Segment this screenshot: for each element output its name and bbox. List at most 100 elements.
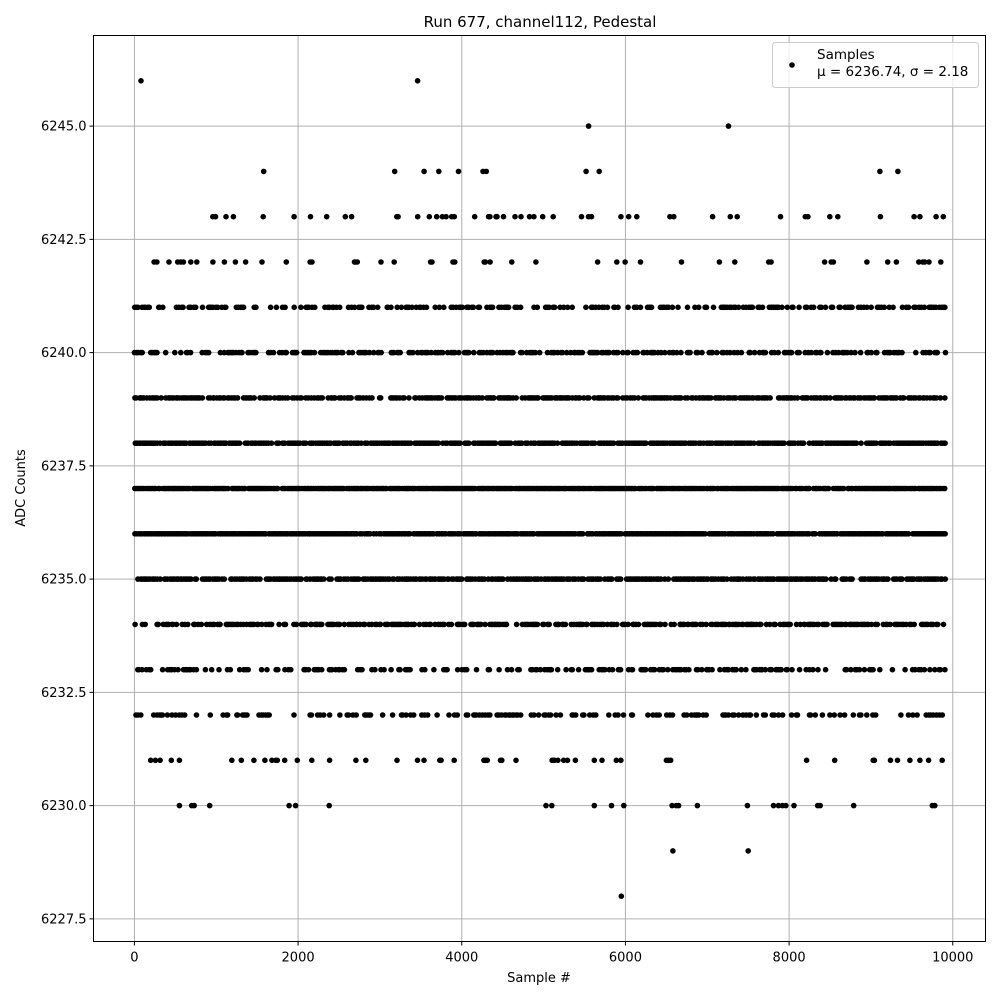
data-point xyxy=(406,395,412,401)
data-point xyxy=(526,213,533,220)
data-point xyxy=(359,666,365,673)
data-point xyxy=(788,712,795,718)
data-point xyxy=(519,349,525,356)
data-point xyxy=(162,349,169,356)
data-point xyxy=(147,757,154,764)
data-point xyxy=(180,304,186,311)
data-point xyxy=(843,666,850,673)
data-point xyxy=(456,349,462,356)
data-point xyxy=(398,304,405,311)
data-point xyxy=(276,621,282,628)
data-point xyxy=(868,349,875,356)
data-point xyxy=(902,666,908,673)
data-point xyxy=(353,712,360,718)
data-point xyxy=(625,349,631,356)
data-point xyxy=(370,304,377,311)
data-point xyxy=(298,304,304,311)
data-point xyxy=(724,576,730,582)
data-point xyxy=(868,621,875,628)
data-point xyxy=(696,712,702,718)
data-point xyxy=(199,395,206,401)
data-point xyxy=(899,349,905,356)
data-point xyxy=(874,349,880,356)
data-point xyxy=(921,259,928,265)
data-point xyxy=(422,666,428,673)
data-point xyxy=(193,712,200,718)
data-point xyxy=(155,621,162,628)
data-point xyxy=(788,349,795,356)
data-point xyxy=(725,123,732,129)
data-point xyxy=(464,712,471,718)
data-point xyxy=(899,576,905,582)
data-point xyxy=(546,621,552,628)
data-point xyxy=(830,259,837,265)
data-point xyxy=(751,440,757,447)
data-point xyxy=(933,213,939,220)
data-point xyxy=(942,666,948,673)
data-point xyxy=(597,576,604,582)
data-point xyxy=(451,757,458,764)
data-point xyxy=(550,213,556,220)
data-point xyxy=(551,304,558,311)
data-point xyxy=(596,168,602,175)
data-point xyxy=(735,712,742,718)
data-point xyxy=(725,666,732,673)
data-point xyxy=(224,712,231,718)
data-point xyxy=(391,168,398,175)
data-point xyxy=(768,259,774,265)
data-point xyxy=(230,213,237,220)
data-point xyxy=(829,304,836,311)
data-point xyxy=(154,349,160,356)
data-point xyxy=(905,712,912,718)
data-point xyxy=(293,349,300,356)
data-point xyxy=(138,712,144,718)
x-axis-ticks: 0 2000 4000 6000 8000 10000 xyxy=(130,941,973,966)
data-point xyxy=(139,349,145,356)
data-point xyxy=(389,712,396,718)
data-point xyxy=(370,349,377,356)
data-point xyxy=(874,621,881,628)
data-point xyxy=(227,666,234,673)
data-point xyxy=(283,349,290,356)
data-point xyxy=(593,712,599,718)
data-point xyxy=(377,621,384,628)
data-point xyxy=(374,304,381,311)
data-point xyxy=(669,304,676,311)
data-point xyxy=(810,304,817,311)
data-point xyxy=(554,666,561,673)
data-point xyxy=(188,576,194,582)
data-point xyxy=(429,259,435,265)
data-point xyxy=(199,304,206,311)
data-point xyxy=(555,757,561,764)
data-point xyxy=(877,666,883,673)
data-point xyxy=(427,621,434,628)
data-point xyxy=(348,395,355,401)
data-point xyxy=(895,168,901,175)
data-point xyxy=(414,78,421,84)
data-point xyxy=(337,712,343,718)
data-point xyxy=(286,802,292,809)
data-point xyxy=(260,168,267,175)
data-point xyxy=(518,213,524,220)
data-point xyxy=(818,349,824,356)
data-point xyxy=(939,757,945,764)
data-point xyxy=(154,259,160,265)
data-point xyxy=(602,666,608,673)
data-point xyxy=(675,304,681,311)
data-point xyxy=(408,440,414,447)
data-point xyxy=(448,621,455,628)
data-point xyxy=(320,712,327,718)
data-point xyxy=(234,712,241,718)
data-point xyxy=(831,712,838,718)
data-point xyxy=(815,621,822,628)
y-axis-label: ADC Counts xyxy=(14,449,29,527)
data-point xyxy=(426,213,433,220)
data-point xyxy=(767,395,773,401)
data-point xyxy=(309,259,315,265)
data-point xyxy=(194,259,200,265)
data-point xyxy=(635,395,642,401)
data-point xyxy=(478,621,484,628)
data-point xyxy=(727,349,733,356)
data-point xyxy=(259,259,265,265)
data-point xyxy=(580,576,587,582)
